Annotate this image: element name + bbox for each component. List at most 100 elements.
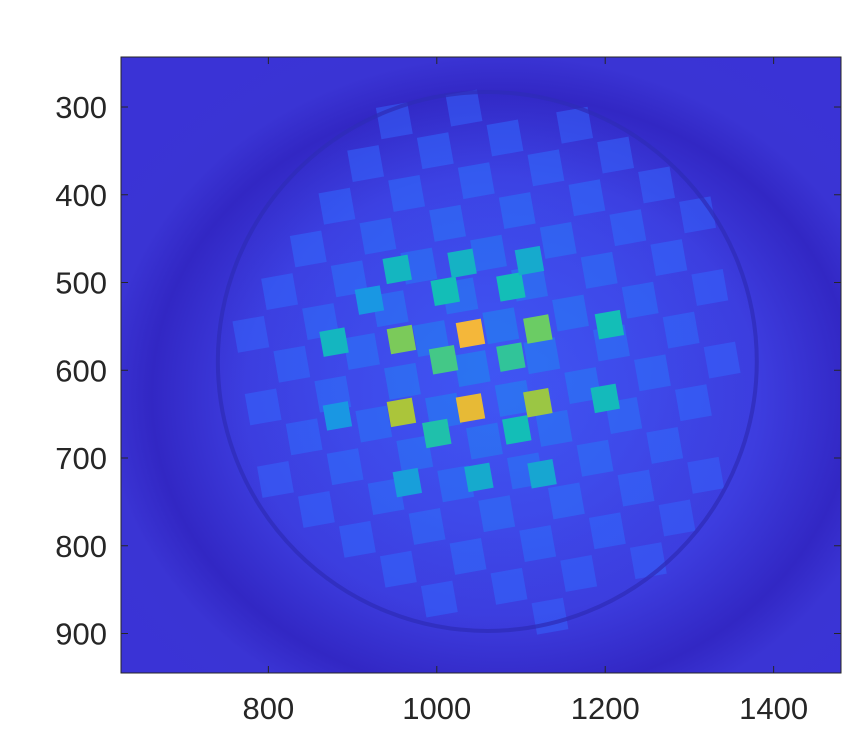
checker-cell [379, 550, 417, 588]
y-axis: 300 400 500 600 700 800 900 [55, 90, 841, 652]
hot-cell [464, 462, 494, 493]
y-tick-label: 800 [55, 529, 107, 564]
plot-area [121, 57, 841, 673]
hot-cell [496, 272, 526, 302]
checker-cell [629, 542, 667, 580]
checker-cell [359, 217, 397, 255]
checker-cell [482, 307, 520, 345]
checker-cell [531, 597, 569, 635]
hot-cell [514, 245, 545, 276]
hot-cell [382, 254, 412, 285]
checker-cell [457, 162, 495, 200]
checker-cell [232, 315, 270, 353]
checker-cell [449, 537, 487, 575]
y-tick-label: 400 [55, 178, 107, 213]
checker-cell [355, 405, 393, 443]
y-tick-label: 500 [55, 266, 107, 301]
checker-cell [453, 350, 491, 387]
checker-cell [429, 204, 467, 242]
checker-cell [470, 234, 508, 272]
hot-cell [392, 467, 423, 498]
checker-cell [466, 422, 503, 460]
checker-cell [527, 149, 565, 187]
checker-cell [703, 341, 741, 379]
checker-cell [674, 384, 712, 422]
checker-cell [347, 145, 385, 182]
checker-cell [478, 495, 516, 533]
checker-cell [384, 362, 421, 400]
checker-cell [437, 465, 475, 503]
checker-cell [408, 508, 446, 545]
y-tick-label: 900 [55, 617, 107, 652]
checker-cell [445, 89, 483, 127]
checker-cell [257, 461, 294, 498]
hot-cell [430, 276, 460, 307]
hot-cell [590, 383, 620, 414]
checker-cell [318, 187, 356, 225]
checker-cell [498, 192, 536, 229]
hot-cell [502, 415, 532, 445]
checker-cell [617, 469, 655, 507]
aperture-ring [215, 90, 759, 633]
checker-cell [568, 179, 606, 217]
hot-cell [496, 342, 526, 372]
hot-cell [322, 401, 353, 431]
hot-cell [523, 314, 553, 344]
checker-cell [576, 439, 614, 477]
checkerboard-cells [232, 89, 741, 635]
checker-cell [425, 392, 462, 430]
checker-cell [261, 273, 299, 311]
checker-cell [560, 555, 598, 592]
checker-cell [330, 260, 368, 298]
hot-cell [386, 324, 417, 355]
checker-cell [519, 525, 557, 563]
checker-cell [638, 166, 676, 204]
x-tick-label: 1400 [739, 691, 808, 726]
checker-cell [326, 448, 364, 486]
checker-cell [621, 281, 659, 319]
checker-cell [289, 230, 327, 268]
checker-cell [646, 426, 684, 464]
checker-cell [687, 456, 725, 494]
x-axis: 800 1000 1200 1400 [243, 57, 808, 726]
checker-cell [634, 354, 671, 392]
checker-cell [273, 345, 311, 383]
checker-cell [388, 174, 426, 212]
checker-cell [679, 196, 716, 234]
hot-cell [428, 344, 459, 375]
checker-cell [609, 209, 647, 247]
hot-cell [523, 387, 553, 418]
checker-cell [552, 294, 589, 332]
checker-cell [662, 311, 700, 349]
y-tick-label: 300 [55, 90, 107, 125]
y-tick-label: 700 [55, 441, 107, 476]
hot-cell [594, 309, 625, 340]
checker-cell [420, 580, 458, 618]
checker-cell [535, 409, 573, 447]
checker-cell [396, 435, 434, 473]
checker-cell [338, 520, 376, 558]
hot-cell [319, 327, 349, 357]
axes-frame [120, 56, 842, 674]
checker-cell [486, 119, 524, 157]
checker-cell [416, 132, 454, 170]
hot-cell [455, 318, 486, 349]
x-tick-label: 800 [243, 691, 295, 726]
checker-cell [490, 567, 528, 605]
checker-cell [588, 512, 626, 550]
checker-cell [691, 268, 729, 306]
checker-cell [650, 239, 688, 276]
checker-cell [580, 251, 618, 289]
x-tick-label: 1200 [571, 691, 640, 726]
hot-cell [354, 285, 385, 315]
hot-cells [319, 245, 625, 498]
hot-cell [455, 393, 486, 423]
checker-cell [658, 499, 696, 537]
checker-cell [343, 332, 380, 370]
hot-cell [386, 397, 417, 428]
checker-cell [597, 136, 635, 174]
checker-cell [494, 379, 532, 417]
hot-cell [527, 459, 557, 489]
checker-cell [297, 490, 335, 528]
